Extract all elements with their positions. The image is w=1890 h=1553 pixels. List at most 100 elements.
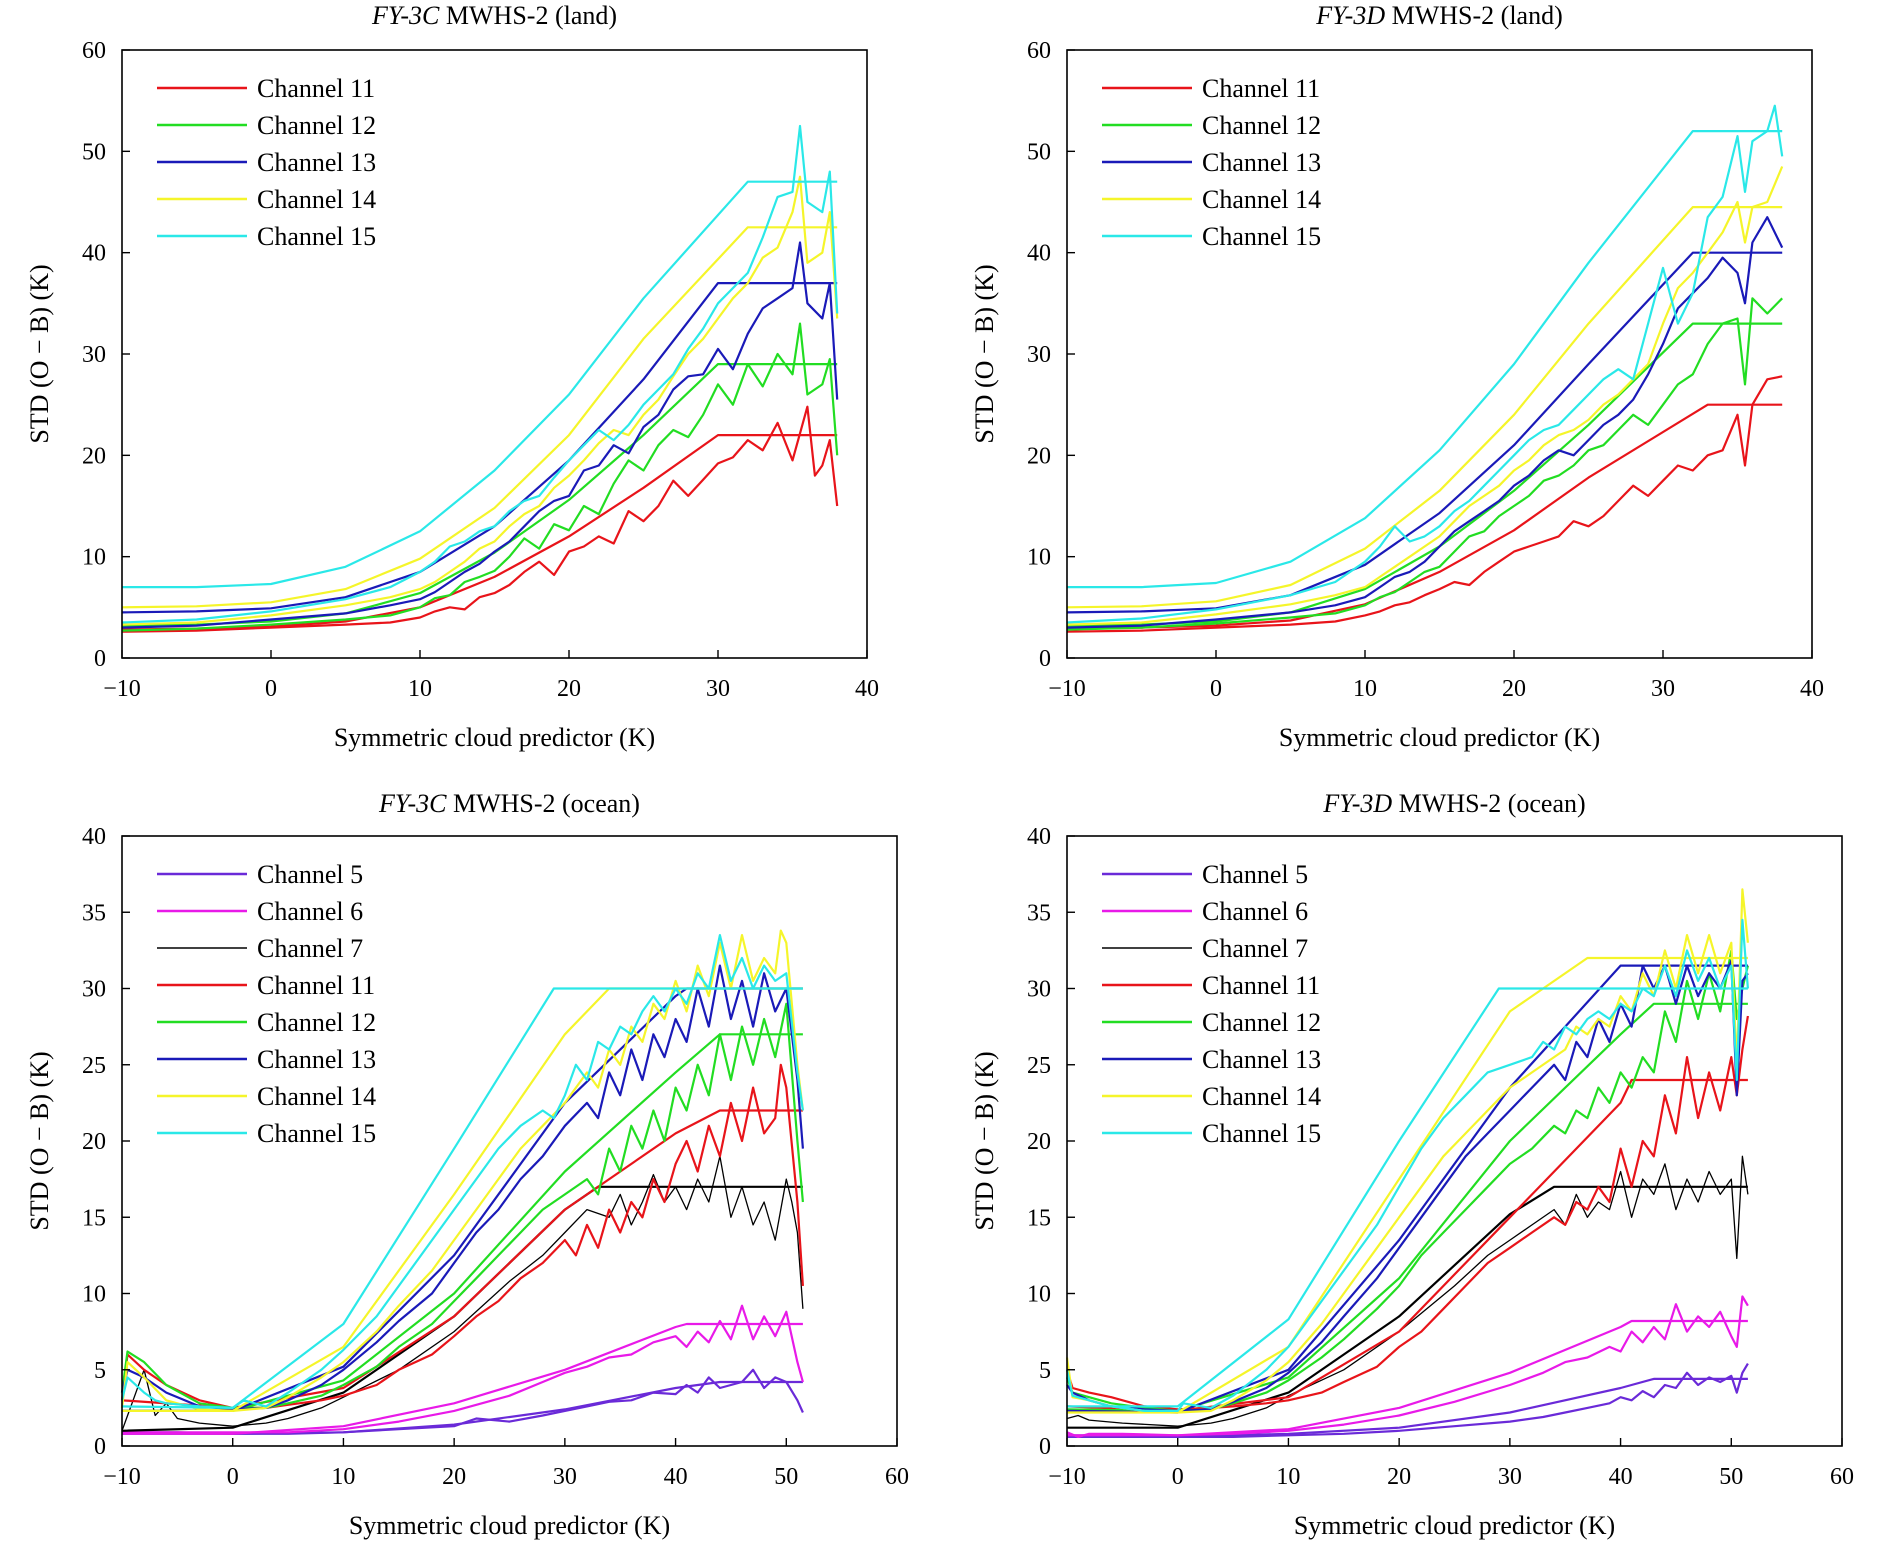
chart-title-satellite: FY-3D — [1322, 789, 1392, 818]
legend-label-channel-13: Channel 13 — [257, 148, 376, 177]
legend: Channel 5 Channel 6 Channel 7 Channel 11 Cha… — [1102, 860, 1321, 1148]
channel-14-observed-line — [121, 175, 839, 626]
channel-11-observed-line — [1066, 375, 1783, 633]
x-axis-label: Symmetric cloud predictor (K) — [1279, 723, 1600, 752]
x-axis-label: Symmetric cloud predictor (K) — [349, 1511, 670, 1540]
y-tick-label: 20 — [82, 443, 106, 469]
x-tick-label: 30 — [706, 676, 730, 702]
legend-label-channel-14: Channel 14 — [257, 1082, 376, 1111]
x-tick-label: −10 — [1048, 1464, 1086, 1490]
chart-panel-fy3d-land: FY-3D MWHS-2 (land) −10 0 10 20 30 40 0 10 20 30 40… — [945, 0, 1890, 774]
channel-15-observed-line — [1065, 918, 1749, 1413]
x-tick-label: 60 — [885, 1464, 909, 1490]
channel-6-observed-line — [1066, 1295, 1749, 1439]
y-tick-label: 0 — [94, 1434, 106, 1460]
x-tick-label: 0 — [1210, 676, 1222, 702]
channel-13-model-line — [121, 282, 838, 614]
y-tick-label: 60 — [82, 38, 106, 64]
chart-svg-fy3c-land: FY-3C MWHS-2 (land) −10 0 10 20 30 40 0 10 20 30 40… — [25, 1, 879, 752]
y-tick-label: 10 — [82, 545, 106, 571]
legend-label-channel-5: Channel 5 — [257, 860, 363, 889]
x-axis-label: Symmetric cloud predictor (K) — [1294, 1511, 1615, 1540]
chart-svg-fy3c-ocean: FY-3C MWHS-2 (ocean) −10 0 10 20 30 40 50 60 0 5 10… — [25, 789, 909, 1540]
channel-5-observed-line — [122, 1368, 804, 1435]
x-tick-label: 40 — [664, 1464, 688, 1490]
x-axis-label: Symmetric cloud predictor (K) — [334, 723, 655, 752]
chart-title-instrument: MWHS-2 (land) — [1385, 1, 1563, 30]
x-tick-label: 40 — [855, 676, 879, 702]
channel-12-model-line — [1066, 322, 1783, 627]
channel-7-model-line — [1067, 1185, 1748, 1429]
channel-11-observed-line — [1065, 1015, 1749, 1411]
legend-label-channel-14: Channel 14 — [1202, 185, 1321, 214]
y-tick-label: 50 — [1027, 139, 1051, 165]
chart-title: FY-3D MWHS-2 (ocean) — [1322, 789, 1585, 818]
y-tick-label: 25 — [82, 1053, 106, 1079]
x-tick-label: 40 — [1800, 676, 1824, 702]
x-tick-label: 40 — [1609, 1464, 1633, 1490]
y-axis-label: STD (O − B) (K) — [25, 264, 54, 443]
x-tick-label: −10 — [1048, 676, 1086, 702]
channel-7-observed-line — [121, 1155, 804, 1432]
legend-label-channel-11: Channel 11 — [1202, 971, 1320, 1000]
channel-12-observed-line — [1066, 297, 1783, 631]
x-tick-label: 20 — [1387, 1464, 1411, 1490]
y-tick-label: 30 — [1027, 342, 1051, 368]
y-tick-label: 40 — [1027, 824, 1051, 850]
x-tick-label: 10 — [408, 676, 432, 702]
chart-title: FY-3D MWHS-2 (land) — [1315, 1, 1563, 30]
legend-label-channel-12: Channel 12 — [1202, 111, 1321, 140]
channel-5-observed-line — [1067, 1363, 1749, 1439]
channel-13-observed-line — [1066, 216, 1784, 629]
x-tick-label: −10 — [103, 676, 141, 702]
legend: Channel 11 Channel 12 Channel 13 Channel 14… — [157, 74, 376, 251]
legend-label-channel-15: Channel 15 — [1202, 1119, 1321, 1148]
legend-label-channel-15: Channel 15 — [257, 1119, 376, 1148]
legend-label-channel-11: Channel 11 — [1202, 74, 1320, 103]
channel-6-observed-line — [122, 1304, 804, 1434]
y-tick-label: 0 — [94, 646, 106, 672]
x-tick-label: 50 — [1719, 1464, 1743, 1490]
channel-11-observed-line — [121, 405, 839, 633]
channel-13-model-line — [1066, 964, 1748, 1414]
x-tick-label: 30 — [1498, 1464, 1522, 1490]
y-tick-label: 10 — [1027, 1282, 1051, 1308]
y-tick-label: 20 — [1027, 1129, 1051, 1155]
y-tick-label: 35 — [1027, 900, 1051, 926]
x-tick-label: −10 — [103, 1464, 141, 1490]
legend-label-channel-15: Channel 15 — [1202, 222, 1321, 251]
y-tick-label: 35 — [82, 900, 106, 926]
y-axis-label: STD (O − B) (K) — [25, 1051, 54, 1230]
channel-14-model-line — [1067, 956, 1748, 1414]
x-tick-label: 50 — [774, 1464, 798, 1490]
legend-label-channel-11: Channel 11 — [257, 971, 375, 1000]
channel-14-model-line — [121, 226, 838, 609]
plot-frame — [1066, 835, 1843, 1447]
y-tick-label: 20 — [1027, 443, 1051, 469]
y-tick-label: 10 — [82, 1282, 106, 1308]
y-tick-label: 30 — [1027, 977, 1051, 1003]
channel-15-observed-line — [1066, 104, 1784, 624]
legend-label-channel-7: Channel 7 — [257, 934, 363, 963]
y-tick-label: 0 — [1039, 1434, 1051, 1460]
y-tick-label: 15 — [1027, 1205, 1051, 1231]
channel-12-model-line — [122, 1033, 803, 1413]
y-tick-label: 30 — [82, 977, 106, 1003]
y-tick-label: 15 — [82, 1205, 106, 1231]
series-group — [120, 929, 804, 1435]
series-group — [1065, 888, 1749, 1439]
channel-12-observed-line — [121, 322, 839, 632]
channel-15-model-line — [1067, 130, 1783, 589]
y-axis-label: STD (O − B) (K) — [970, 264, 999, 443]
x-tick-label: 0 — [265, 676, 277, 702]
channel-15-model-line — [1067, 987, 1748, 1408]
legend-label-channel-12: Channel 12 — [257, 111, 376, 140]
x-tick-label: 30 — [1651, 676, 1675, 702]
chart-title-instrument: MWHS-2 (land) — [439, 1, 617, 30]
chart-title: FY-3C MWHS-2 (land) — [371, 1, 617, 30]
x-tick-label: 30 — [553, 1464, 577, 1490]
channel-13-observed-line — [120, 964, 804, 1411]
x-tick-label: 60 — [1830, 1464, 1854, 1490]
chart-panel-fy3d-ocean: FY-3D MWHS-2 (ocean) −10 0 10 20 30 40 50 60 0 5 10… — [945, 774, 1890, 1548]
y-tick-label: 60 — [1027, 38, 1051, 64]
